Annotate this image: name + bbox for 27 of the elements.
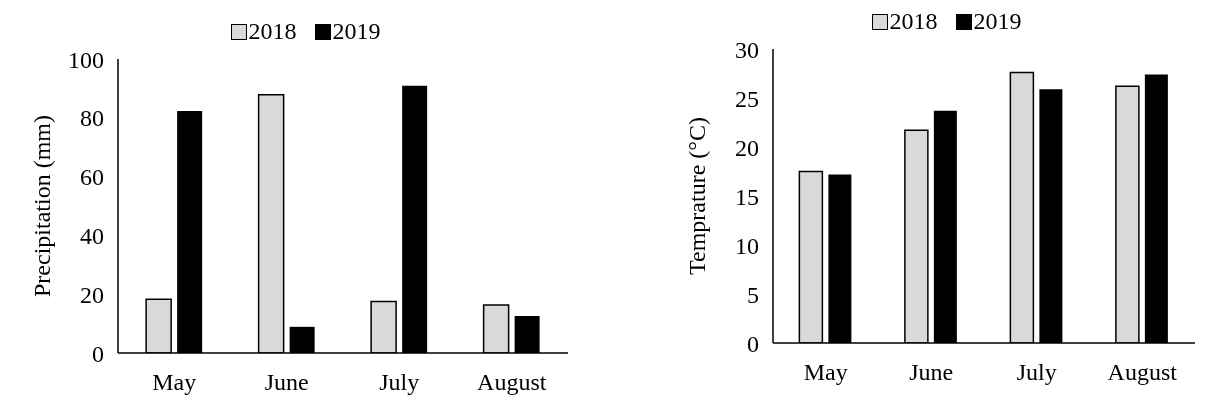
y-tick-label: 10 [735, 232, 759, 259]
y-tick-label: 15 [735, 183, 759, 210]
x-tick-label: August [1107, 359, 1178, 386]
legend-label: 2019 [972, 8, 1022, 35]
y-axis-title: Precipitation (mm) [28, 115, 55, 297]
legend-label: 2018 [247, 18, 297, 45]
x-tick-label: July [1016, 359, 1057, 386]
y-tick-label: 20 [735, 134, 759, 161]
y-tick-label: 100 [68, 46, 104, 73]
x-tick-label: August [477, 369, 547, 396]
y-tick-label: 60 [80, 164, 104, 191]
y-tick-label: 30 [735, 36, 759, 63]
x-tick-label: May [803, 359, 848, 386]
x-tick-label: July [379, 369, 420, 396]
y-tick-label: 80 [80, 105, 104, 132]
y-axis-title: Temprature (°C) [683, 117, 710, 275]
y-tick-label: 0 [747, 330, 759, 357]
x-tick-label: June [909, 359, 954, 386]
y-tick-label: 40 [80, 222, 104, 249]
legend-label: 2019 [331, 18, 381, 45]
x-tick-label: May [152, 369, 197, 396]
y-tick-label: 5 [747, 281, 759, 308]
x-tick-label: June [264, 369, 309, 396]
y-tick-label: 0 [92, 340, 104, 367]
y-tick-label: 25 [735, 85, 759, 112]
y-tick-label: 20 [80, 281, 104, 308]
legend-label: 2018 [888, 8, 938, 35]
